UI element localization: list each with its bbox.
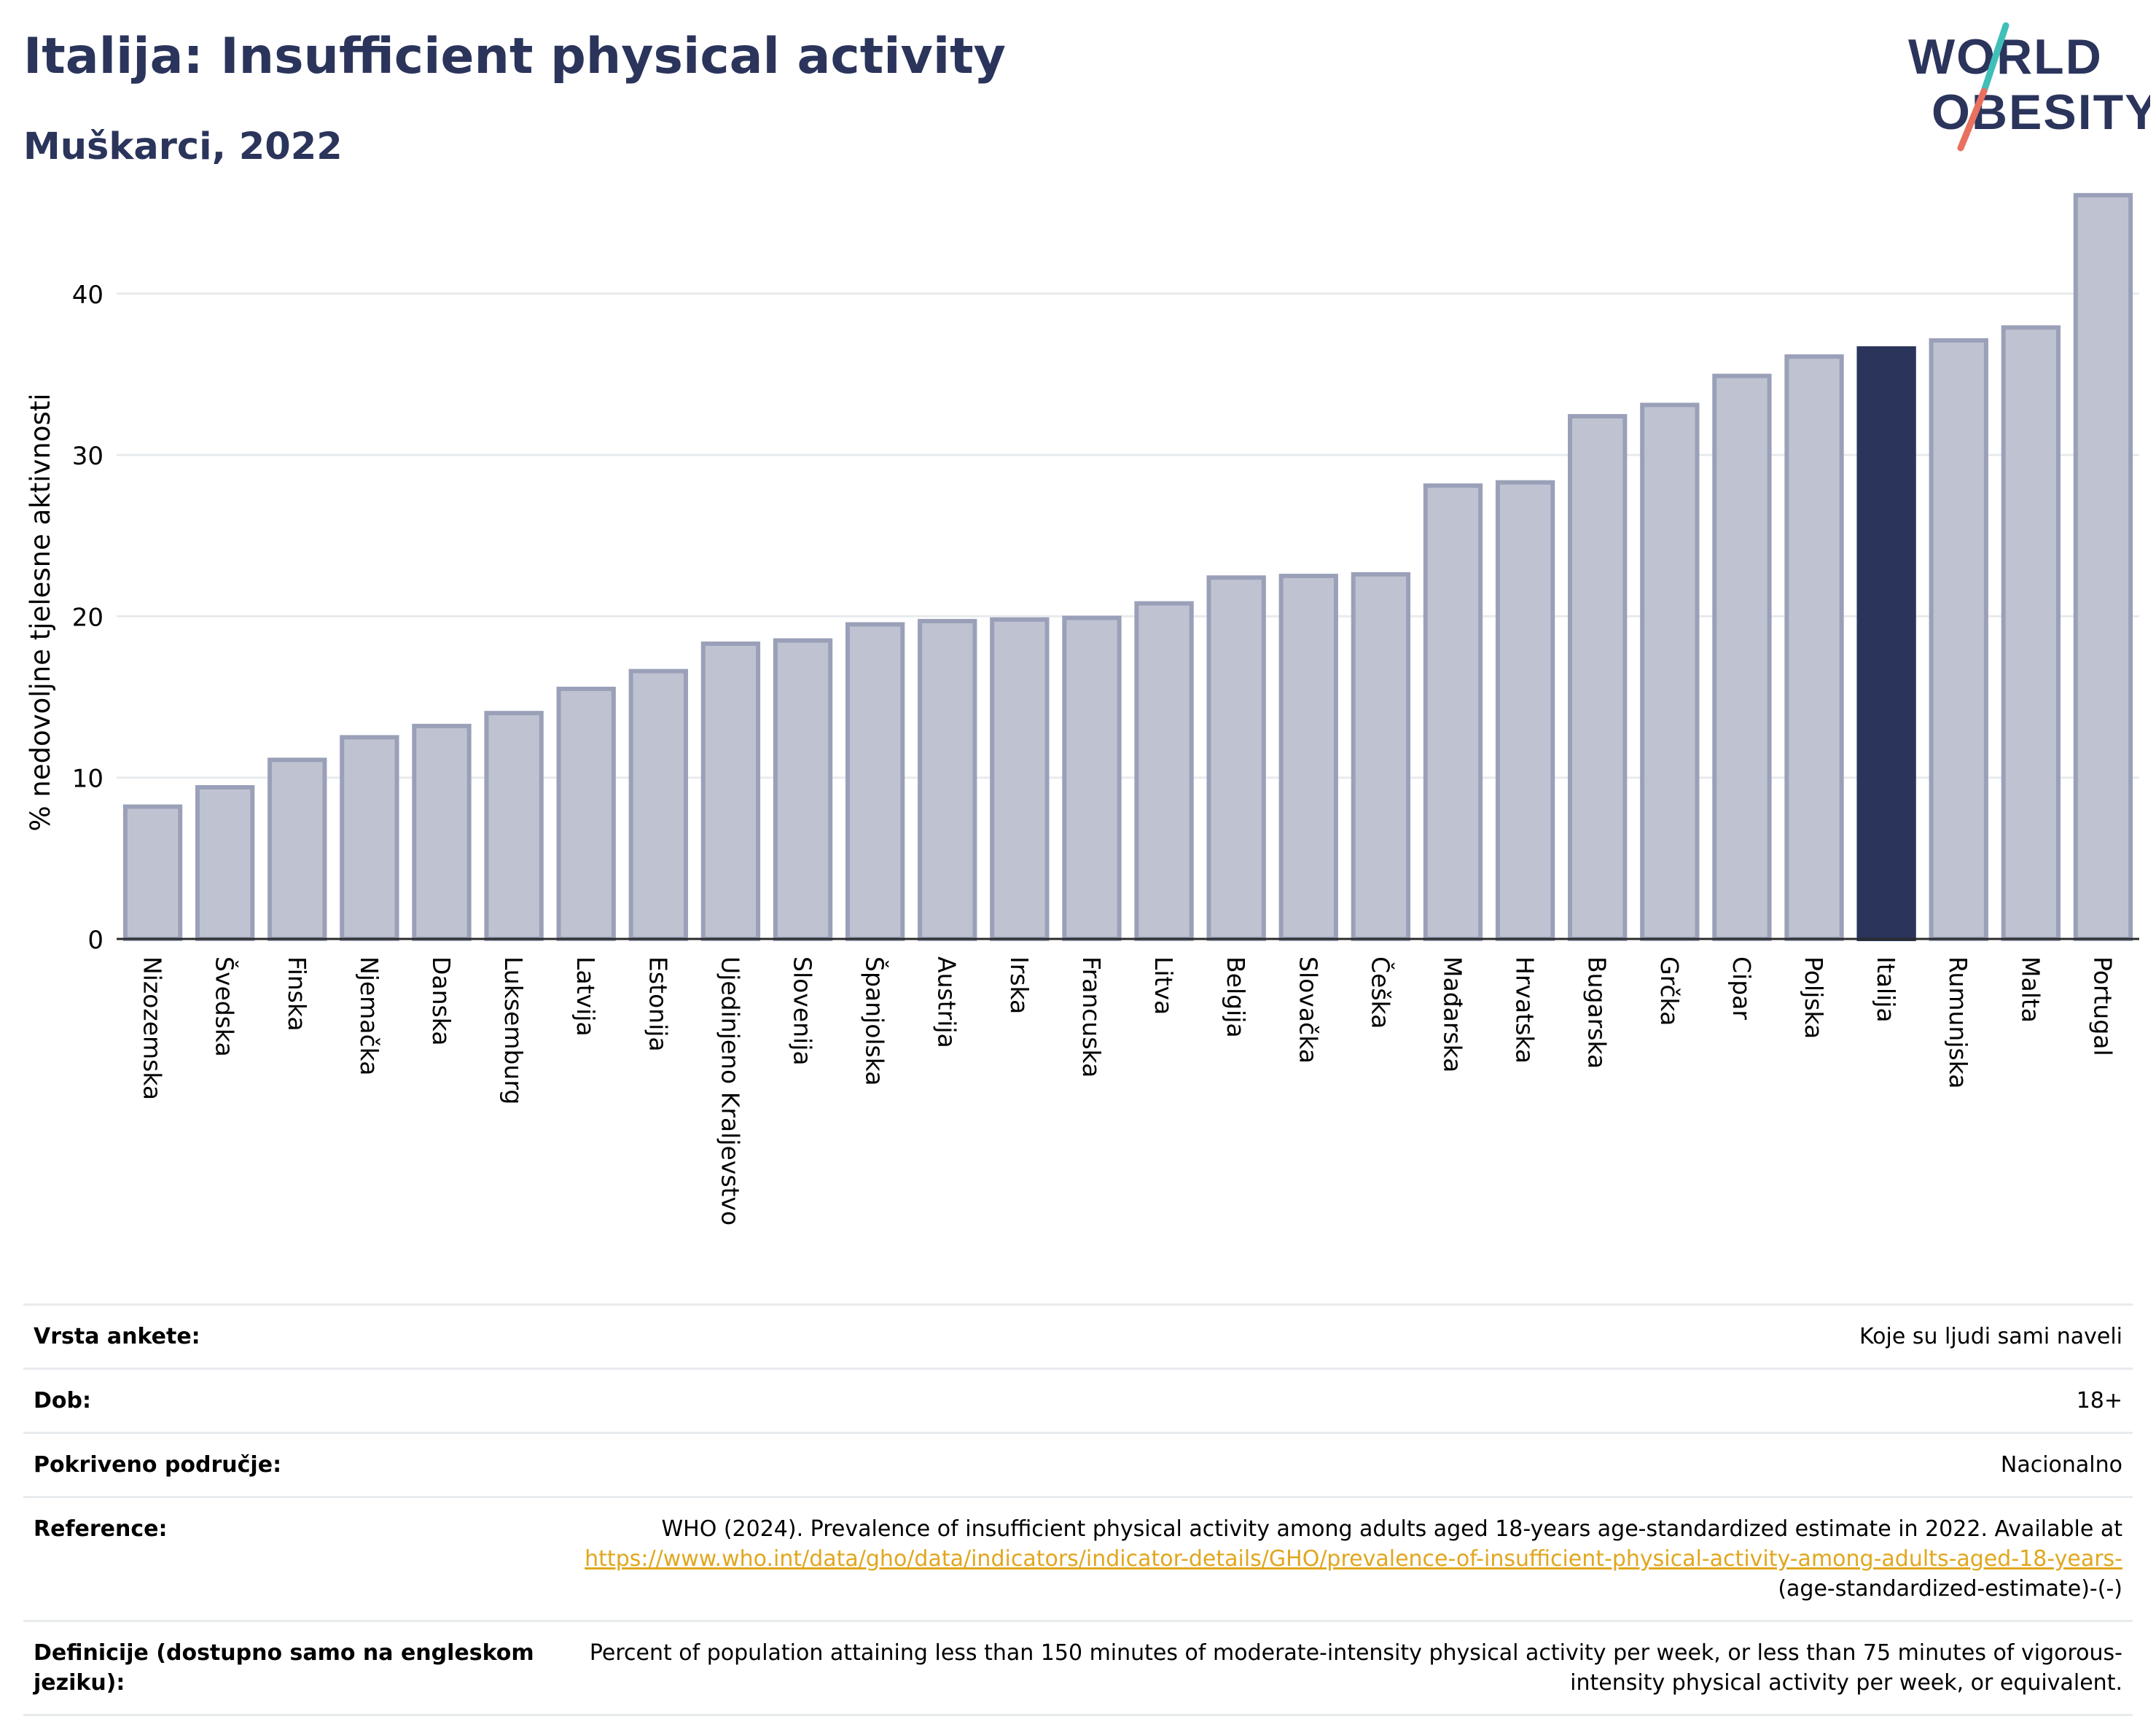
bar (990, 617, 1050, 941)
bar (1856, 346, 1916, 942)
bar (1712, 373, 1772, 941)
x-tick-label: Španjolska (861, 956, 890, 1086)
x-tick-label: Danska (427, 956, 456, 1046)
bar (122, 804, 183, 941)
x-tick-label: Slovačka (1294, 956, 1322, 1064)
bar (628, 668, 688, 941)
bar (845, 622, 905, 942)
bar (1640, 402, 1700, 941)
bar (2073, 192, 2133, 942)
bar (918, 619, 977, 942)
logo-slash-teal (1980, 22, 2009, 95)
bar (484, 711, 544, 941)
bars (122, 192, 2133, 942)
x-tick-label: Češka (1366, 956, 1395, 1029)
x-tick-label: Poljska (1800, 956, 1828, 1039)
x-tick-label: Portugal (2088, 956, 2117, 1056)
reference-text: WHO (2024). Prevalence of insufficient p… (661, 1516, 2122, 1542)
bar (1568, 413, 1628, 941)
bar (1784, 354, 1844, 941)
meta-label: Pokriveno područje: (23, 1432, 569, 1497)
bar (195, 784, 255, 941)
meta-value: 18+ (569, 1368, 2133, 1433)
x-tick-label: Ujedinjeno Kraljevstvo (716, 956, 744, 1225)
bar (267, 757, 327, 941)
x-tick-label: Bugarska (1583, 956, 1612, 1069)
x-tick-label: Švedska (211, 956, 240, 1057)
bar (1134, 601, 1194, 941)
definition-label: Definicije (dostupno samo na engleskom j… (23, 1620, 569, 1716)
reference-row: Reference: WHO (2024). Prevalence of ins… (23, 1496, 2133, 1621)
x-tick-label: Austrija (933, 956, 961, 1048)
bar (773, 638, 833, 942)
bar (1929, 338, 1988, 941)
bar (1062, 615, 1122, 942)
meta-value: Koje su ljudi sami naveli (569, 1303, 2133, 1369)
y-tick-label: 40 (72, 281, 103, 310)
x-tick-label: Italija (1872, 956, 1900, 1023)
y-axis-title: % nedovoljne tjelesne aktivnosti (25, 393, 56, 831)
x-tick-label: Nizozemska (138, 956, 167, 1100)
meta-label: Dob: (23, 1368, 569, 1433)
meta-label: Vrsta ankete: (23, 1303, 569, 1369)
bar (1351, 572, 1411, 941)
reference-suffix: (age-standardized-estimate)-(-) (1778, 1576, 2122, 1602)
x-tick-label: Hrvatska (1511, 956, 1539, 1064)
bar (2001, 325, 2061, 941)
chart-title: Italija: Insufficient physical activity (23, 28, 1006, 85)
logo-slash-coral (1957, 87, 1988, 152)
bar (340, 735, 399, 941)
x-tick-label: Litva (1149, 956, 1178, 1015)
meta-row: Dob: 18+ (23, 1368, 2133, 1433)
reference-label: Reference: (23, 1496, 569, 1621)
definition-value: Percent of population attaining less tha… (569, 1620, 2133, 1716)
y-tick-label: 30 (72, 442, 103, 471)
bar (1423, 483, 1483, 941)
metadata-table: Vrsta ankete: Koje su ljudi sami naveli … (23, 1303, 2133, 1716)
x-tick-label: Belgija (1222, 956, 1250, 1038)
meta-row: Pokriveno područje: Nacionalno (23, 1432, 2133, 1497)
x-tick-label: Rumunjska (1944, 956, 1972, 1088)
x-tick-label: Slovenija (789, 956, 817, 1066)
x-tick-label: Malta (2016, 956, 2044, 1023)
bar (700, 642, 761, 942)
world-obesity-logo: WORLD OBESITY (1908, 22, 2150, 152)
y-tick-label: 10 (72, 765, 103, 794)
x-tick-label: Luksemburg (499, 956, 528, 1104)
x-tick-label: Mađarska (1438, 956, 1466, 1072)
x-tick-label: Francuska (1077, 956, 1106, 1077)
x-tick-label: Irska (1005, 956, 1034, 1014)
y-tick-label: 0 (87, 926, 103, 955)
bar (1206, 575, 1266, 941)
x-tick-label: Latvija (571, 956, 600, 1037)
bar (1495, 480, 1555, 941)
x-tick-label: Finska (283, 956, 311, 1032)
bar (412, 723, 472, 941)
x-tick-label: Cipar (1727, 956, 1756, 1020)
meta-value: Nacionalno (569, 1432, 2133, 1497)
reference-value: WHO (2024). Prevalence of insufficient p… (569, 1496, 2133, 1621)
bar (1278, 574, 1338, 942)
reference-link[interactable]: https://www.who.int/data/gho/data/indica… (585, 1546, 2122, 1572)
x-tick-label: Grčka (1655, 956, 1684, 1026)
x-tick-label: Estonija (644, 956, 672, 1052)
bar-chart: 0 10 20 30 40 Nizozemska Švedska Finska Njemačka… (25, 192, 2139, 1225)
y-tick-label: 20 (72, 603, 103, 632)
bar (556, 686, 616, 941)
definition-row: Definicije (dostupno samo na engleskom j… (23, 1620, 2133, 1716)
chart-subtitle: Muškarci, 2022 (23, 125, 343, 168)
x-tick-label: Njemačka (355, 956, 383, 1075)
axes: 0 10 20 30 40 Nizozemska Švedska Finska Njemačka… (72, 281, 2139, 1225)
meta-row: Vrsta ankete: Koje su ljudi sami naveli (23, 1303, 2133, 1369)
